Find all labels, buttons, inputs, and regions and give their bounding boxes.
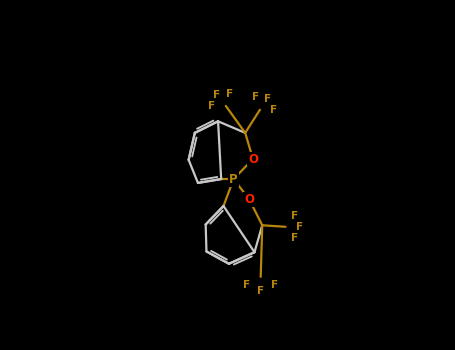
Text: O: O — [248, 153, 258, 166]
Text: F: F — [243, 280, 250, 289]
Text: F: F — [213, 90, 220, 100]
Text: F: F — [296, 222, 303, 232]
Text: F: F — [253, 92, 260, 103]
Text: F: F — [271, 280, 278, 289]
Text: F: F — [257, 286, 264, 296]
Text: F: F — [226, 89, 233, 99]
Text: F: F — [291, 233, 298, 243]
Text: F: F — [270, 105, 278, 115]
Text: F: F — [264, 94, 271, 104]
Text: F: F — [208, 101, 215, 111]
Text: P: P — [229, 173, 238, 186]
Text: O: O — [244, 193, 254, 205]
Text: F: F — [291, 211, 298, 221]
